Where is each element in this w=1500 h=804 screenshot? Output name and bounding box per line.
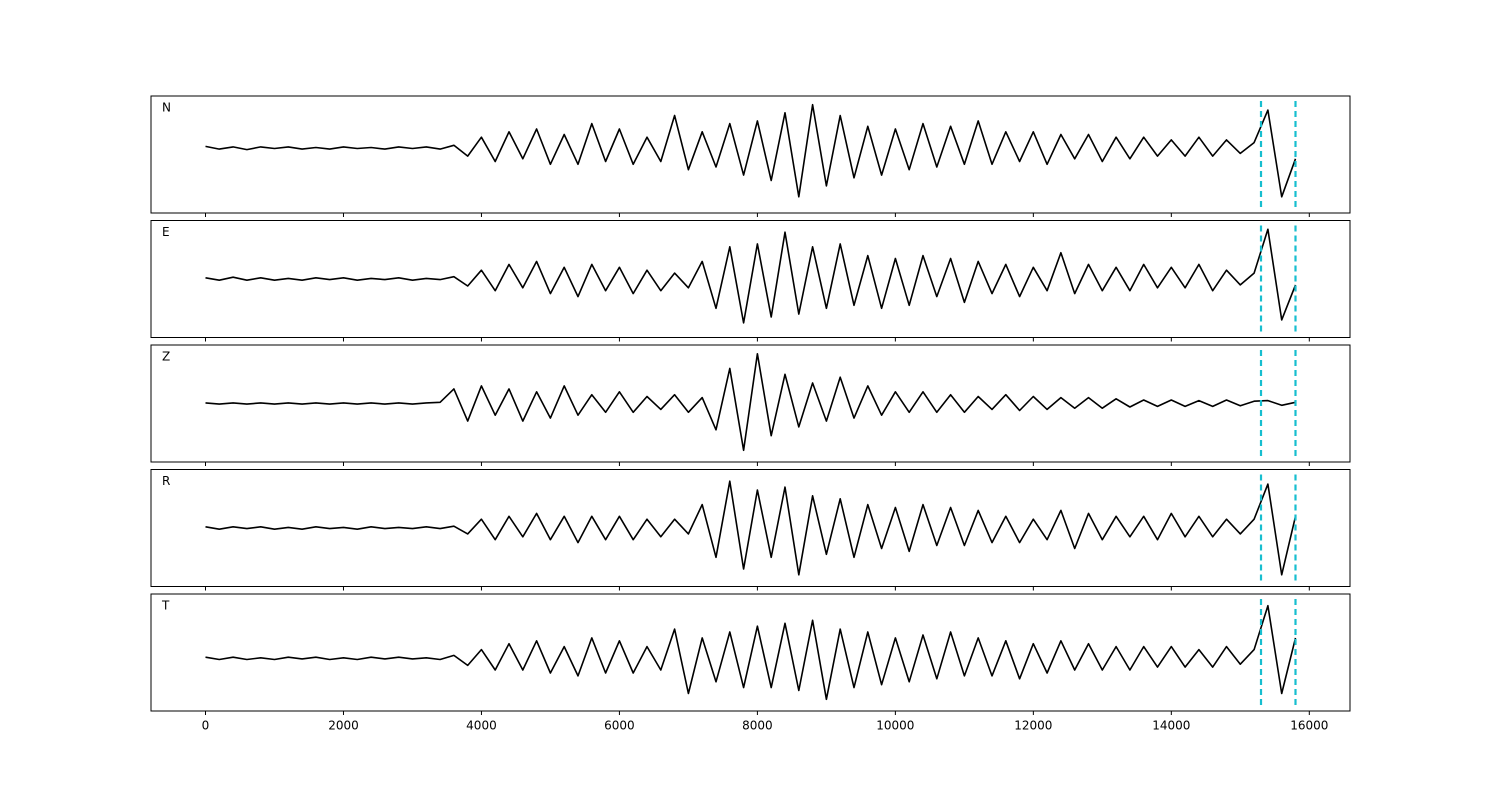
x-tick-label: 8000 [742, 719, 773, 733]
trace [205, 228, 1297, 324]
x-tick-label: 4000 [466, 719, 497, 733]
trace [205, 604, 1297, 701]
x-tick-label: 2000 [328, 719, 359, 733]
x-tick-label: 12000 [1014, 719, 1052, 733]
panel-label: R [162, 474, 170, 488]
panel-label: N [162, 101, 171, 115]
panel-label: E [162, 225, 170, 239]
panel-frame [150, 344, 1351, 463]
x-tick-label: 14000 [1152, 719, 1190, 733]
trace [205, 103, 1297, 198]
x-tick-label: 6000 [604, 719, 635, 733]
x-tick-label: 10000 [876, 719, 914, 733]
panel-label: T [161, 599, 170, 613]
panel-frame [150, 469, 1351, 587]
panel-label: Z [162, 350, 170, 364]
x-tick-label: 0 [202, 719, 210, 733]
panel-frame [150, 593, 1351, 712]
trace [205, 353, 1296, 452]
panel-frame [150, 95, 1351, 214]
panel-frame [150, 220, 1351, 338]
trace [205, 480, 1297, 576]
x-tick-label: 16000 [1290, 719, 1328, 733]
